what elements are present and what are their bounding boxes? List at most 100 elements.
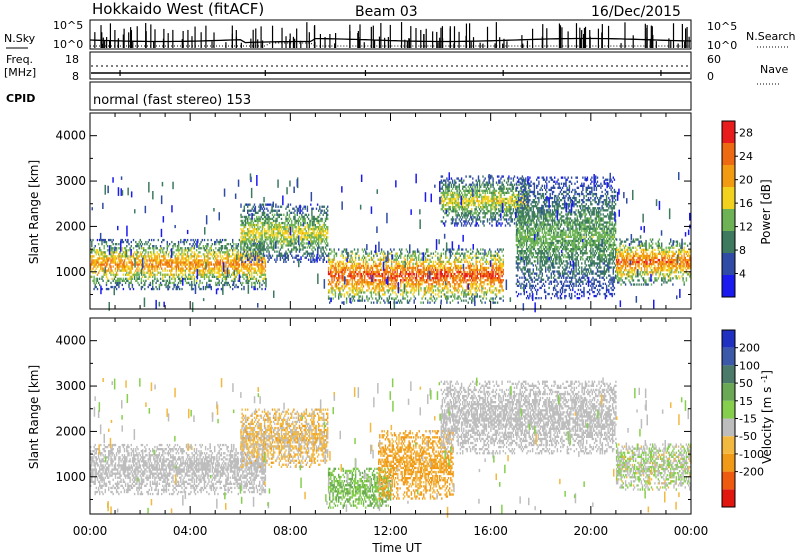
echo-cell: [460, 258, 463, 261]
echo-cell: [454, 295, 456, 298]
echo-cell: [127, 240, 129, 244]
echo-cell: [418, 258, 420, 261]
echo-cell: [181, 247, 183, 250]
echo-cell: [457, 272, 459, 276]
echo-cell: [129, 269, 131, 272]
echo-cell: [412, 285, 414, 288]
echo-cell: [368, 252, 370, 255]
echo-cell: [199, 251, 201, 254]
echo-cell: [124, 238, 127, 242]
echo-cell: [96, 257, 99, 260]
echo-cell: [440, 275, 442, 278]
echo-cell: [327, 268, 330, 272]
echo-cell: [182, 240, 184, 244]
echo-cell: [392, 277, 394, 280]
echo-cell: [136, 273, 138, 276]
echo-cell: [244, 249, 246, 252]
echo-cell: [155, 265, 157, 268]
echo-cell: [332, 281, 334, 284]
echo-cell: [385, 285, 387, 288]
echo-cell: [391, 266, 393, 270]
echo-cell: [388, 258, 391, 261]
echo-cell: [306, 207, 309, 210]
echo-cell: [123, 263, 126, 266]
echo-cell: [250, 263, 252, 266]
echo-cell: [379, 279, 382, 282]
echo-cell: [252, 238, 254, 241]
echo-cell: [254, 232, 257, 235]
echo-cell: [230, 245, 233, 248]
echo-cell: [264, 269, 267, 272]
echo-cell: [136, 245, 138, 248]
echo-cell: [185, 261, 188, 264]
echo-cell: [181, 287, 183, 291]
echo-cell: [323, 236, 325, 239]
echo-cell: [208, 267, 210, 270]
echo-cell: [454, 285, 456, 288]
echo-cell: [189, 283, 191, 287]
echo-cell: [203, 267, 206, 270]
echo-cell: [434, 281, 437, 284]
echo-cell: [312, 226, 314, 229]
echo-cell: [440, 262, 442, 265]
echo-cell: [256, 269, 259, 272]
echo-cell: [254, 223, 257, 227]
echo-cell: [144, 271, 146, 274]
nave-label: Nave: [760, 63, 788, 76]
echo-cell: [476, 289, 478, 292]
echo-cell: [254, 277, 256, 280]
echo-cell: [263, 230, 266, 233]
echo-cell: [210, 263, 212, 266]
echo-cell: [332, 293, 334, 296]
echo-cell: [235, 253, 237, 256]
echo-cell: [391, 260, 393, 263]
echo-cell: [276, 228, 278, 231]
echo-cell: [427, 258, 429, 261]
echo-cell: [112, 265, 114, 268]
echo-cell: [185, 255, 188, 258]
echo-cell: [183, 263, 185, 266]
echo-cell: [459, 264, 462, 268]
echo-cell: [130, 259, 132, 262]
echo-cell: [491, 281, 493, 284]
echo-cell: [402, 277, 404, 280]
echo-cell: [239, 255, 242, 258]
echo-cell: [218, 249, 220, 252]
echo-cell: [256, 228, 258, 231]
echo-cell: [416, 262, 419, 265]
echo-cell: [400, 289, 402, 292]
echo-cell: [261, 269, 263, 272]
echo-cell: [491, 275, 493, 278]
echo-cell: [101, 243, 103, 246]
echo-cell: [190, 261, 192, 264]
echo-cell: [394, 283, 396, 286]
echo-cell: [277, 254, 279, 257]
echo-cell: [224, 253, 226, 256]
echo-cell: [267, 226, 269, 229]
echo-cell: [396, 275, 398, 278]
echo-cell: [155, 259, 157, 262]
echo-cell: [245, 215, 248, 219]
echo-cell: [269, 217, 271, 221]
echo-cell: [442, 281, 445, 284]
echo-cell: [313, 236, 315, 239]
echo-cell: [265, 203, 267, 206]
echo-cell: [254, 234, 257, 237]
echo-cell: [200, 275, 202, 278]
echo-cell: [184, 273, 187, 276]
echo-cell: [395, 272, 397, 276]
echo-cell: [268, 230, 270, 233]
echo-cell: [295, 219, 297, 223]
echo-cell: [296, 258, 298, 261]
echo-cell: [409, 299, 411, 302]
echo-cell: [320, 236, 322, 239]
echo-cell: [247, 238, 249, 241]
echo-cell: [491, 279, 493, 282]
echo-cell: [152, 267, 154, 270]
echo-cell: [425, 266, 428, 270]
echo-cell: [320, 242, 322, 245]
echo-cell: [115, 247, 118, 250]
echo-cell: [209, 263, 211, 266]
echo-cell: [377, 272, 379, 276]
echo-cell: [249, 221, 251, 225]
